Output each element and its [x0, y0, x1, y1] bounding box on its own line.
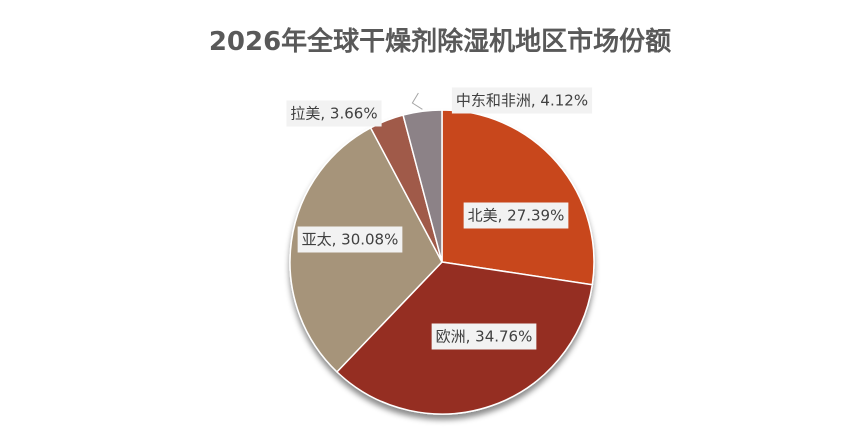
- pie-slice: [441, 109, 595, 286]
- data-label: 拉美, 3.66%: [290, 105, 377, 123]
- label-bg: [297, 226, 403, 253]
- data-label: 亚太, 30.08%: [302, 231, 399, 249]
- data-label: 北美, 27.39%: [468, 207, 565, 225]
- data-label: 欧洲, 34.76%: [436, 328, 533, 346]
- data-label: 中东和非洲, 4.12%: [456, 92, 588, 110]
- pie: [289, 109, 595, 415]
- leader-line: [411, 92, 423, 110]
- label-bg: [463, 202, 569, 229]
- label-bg: [431, 323, 537, 350]
- labels: 北美, 27.39% 欧洲, 34.76% 亚太, 30.08% 拉美, 3.66% 中…: [286, 87, 593, 350]
- label-bg: [451, 87, 593, 114]
- pie-slice: [402, 109, 443, 263]
- chart-title: 2026年全球干燥剂除湿机地区市场份额: [209, 26, 671, 57]
- label-bg: [286, 100, 382, 127]
